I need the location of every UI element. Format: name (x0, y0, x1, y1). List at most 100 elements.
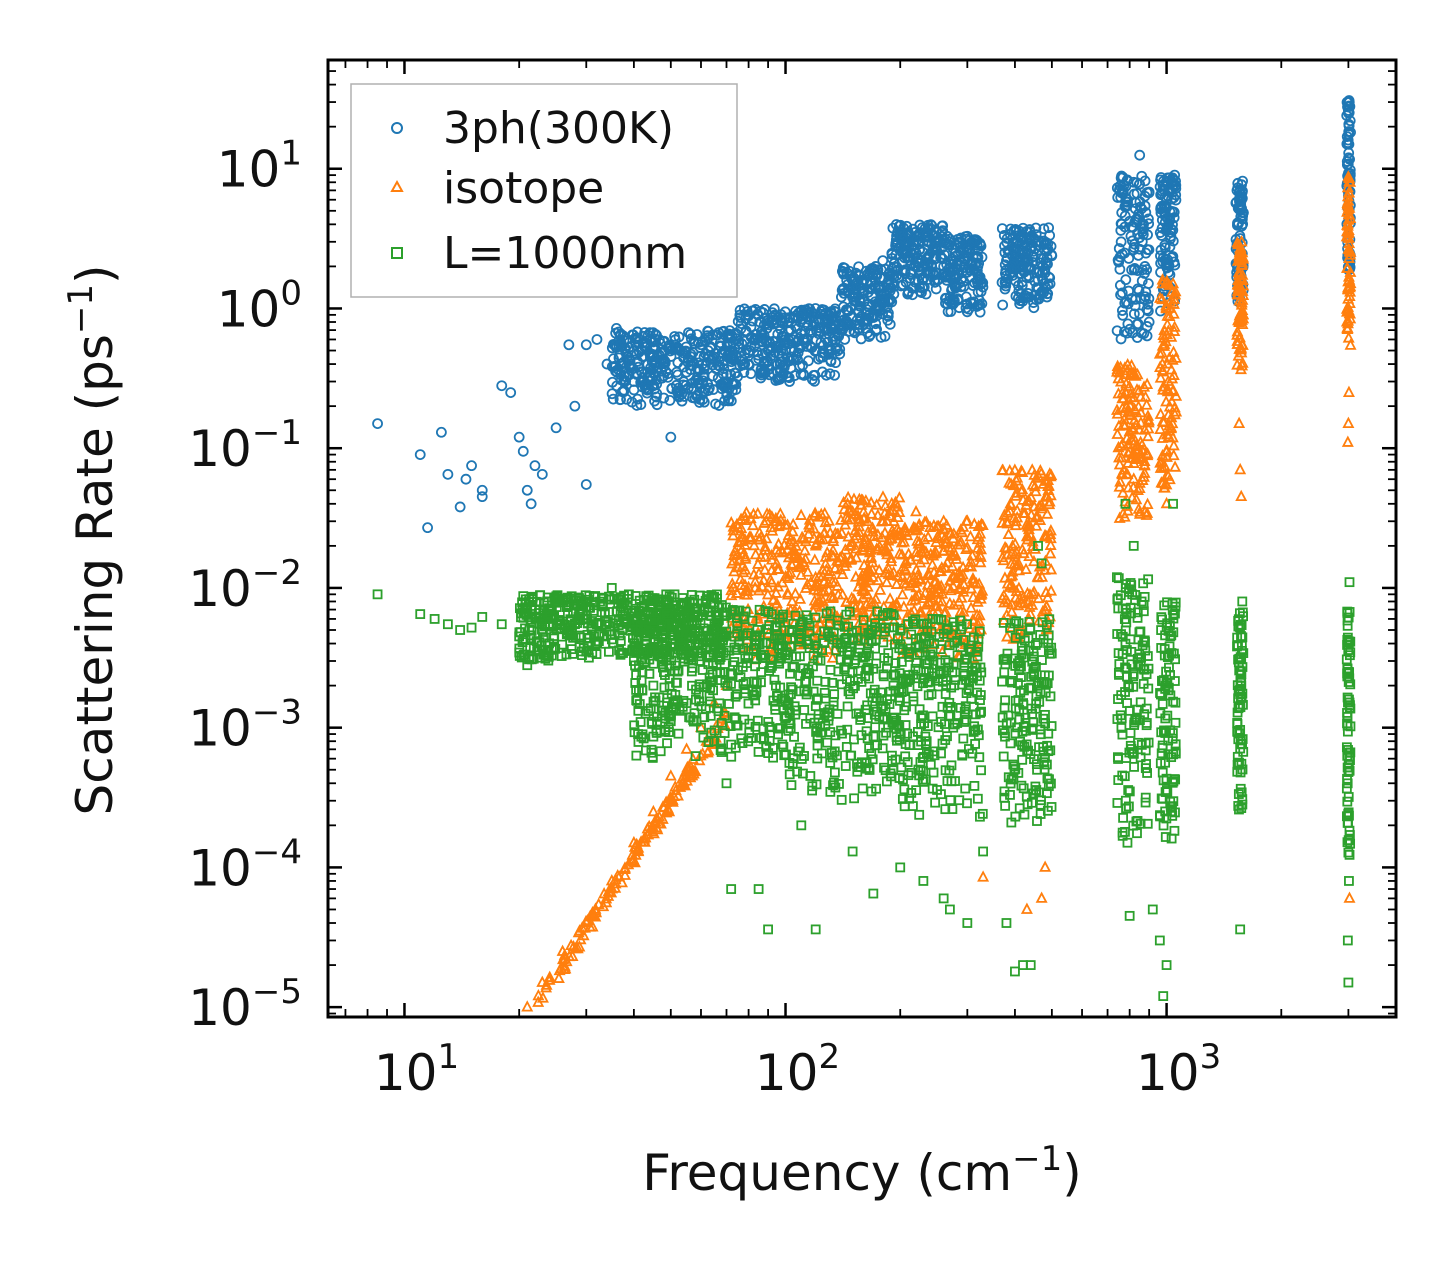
data-point (524, 594, 535, 605)
data-point (765, 639, 776, 649)
data-point (758, 734, 769, 745)
data-point (752, 584, 765, 596)
data-point (740, 325, 752, 337)
data-point (878, 637, 889, 648)
data-point (871, 310, 883, 322)
data-point (646, 747, 657, 758)
data-point (1026, 598, 1039, 610)
data-point (958, 733, 969, 744)
data-point (1134, 149, 1146, 161)
data-point (618, 374, 630, 386)
data-point (933, 722, 944, 733)
data-point (619, 614, 630, 625)
data-point (959, 706, 970, 717)
data-point (938, 676, 948, 687)
data-point (685, 712, 696, 723)
data-point (1022, 517, 1035, 529)
data-point (513, 431, 525, 443)
data-point (727, 669, 738, 680)
data-point (678, 352, 689, 364)
data-point (965, 555, 978, 567)
data-point (905, 594, 918, 606)
data-point (1044, 547, 1057, 559)
data-point (836, 794, 847, 805)
data-point (735, 530, 748, 542)
data-point (1009, 245, 1021, 256)
data-point (903, 619, 913, 629)
data-point (769, 674, 780, 685)
data-point (914, 809, 925, 820)
data-point (627, 852, 640, 864)
data-point (1343, 171, 1356, 184)
data-point (1008, 511, 1021, 523)
data-point (881, 727, 891, 738)
data-point (684, 770, 697, 783)
data-point (521, 484, 533, 496)
data-point (927, 711, 938, 722)
data-point (943, 527, 956, 539)
data-point (632, 841, 645, 853)
data-point (1237, 279, 1250, 291)
data-point (751, 630, 762, 641)
data-point (811, 694, 822, 705)
data-point (1129, 300, 1141, 312)
data-point (1159, 242, 1171, 254)
data-point (1235, 489, 1248, 502)
data-point (965, 644, 975, 655)
data-point (861, 580, 874, 592)
data-point (1005, 623, 1016, 633)
data-point (890, 240, 902, 251)
data-point (911, 785, 922, 796)
data-point (1040, 687, 1051, 698)
data-point (1114, 279, 1126, 291)
data-point (1169, 460, 1182, 472)
data-point (950, 239, 962, 251)
data-point (888, 669, 899, 680)
data-point (1128, 308, 1140, 320)
data-point (848, 532, 861, 544)
data-point (951, 538, 964, 550)
data-point (914, 704, 925, 715)
data-point (908, 801, 918, 811)
data-point (1169, 284, 1182, 297)
data-point (952, 636, 963, 646)
data-point (914, 573, 927, 585)
data-point (808, 579, 821, 592)
data-point (1114, 360, 1127, 372)
data-point (702, 744, 715, 756)
data-point (958, 578, 971, 590)
data-point (1342, 385, 1355, 397)
data-point (775, 682, 786, 693)
data-point (476, 491, 488, 503)
data-point (864, 329, 876, 341)
data-point (871, 528, 884, 540)
data-point (651, 399, 663, 411)
data-point (676, 772, 689, 784)
data-point (757, 573, 770, 585)
data-point (827, 543, 840, 556)
data-point (1142, 278, 1154, 290)
data-point (773, 729, 783, 740)
data-point (740, 677, 751, 687)
data-point (637, 835, 650, 847)
data-point (1000, 515, 1013, 527)
data-point (1141, 429, 1154, 442)
data-point (809, 539, 822, 551)
data-point (845, 676, 856, 687)
data-point (518, 612, 529, 623)
data-point (896, 656, 907, 667)
data-point (810, 640, 821, 651)
data-point (863, 545, 876, 558)
data-point (1158, 323, 1171, 336)
data-point (1136, 275, 1148, 287)
data-point (896, 684, 907, 694)
data-point (961, 247, 973, 259)
data-point (938, 261, 950, 272)
data-point (682, 763, 695, 776)
data-point (937, 514, 950, 526)
data-point (1141, 244, 1153, 255)
data-point (662, 738, 672, 749)
data-point (762, 581, 775, 593)
data-point (669, 666, 680, 677)
data-point (895, 625, 906, 636)
